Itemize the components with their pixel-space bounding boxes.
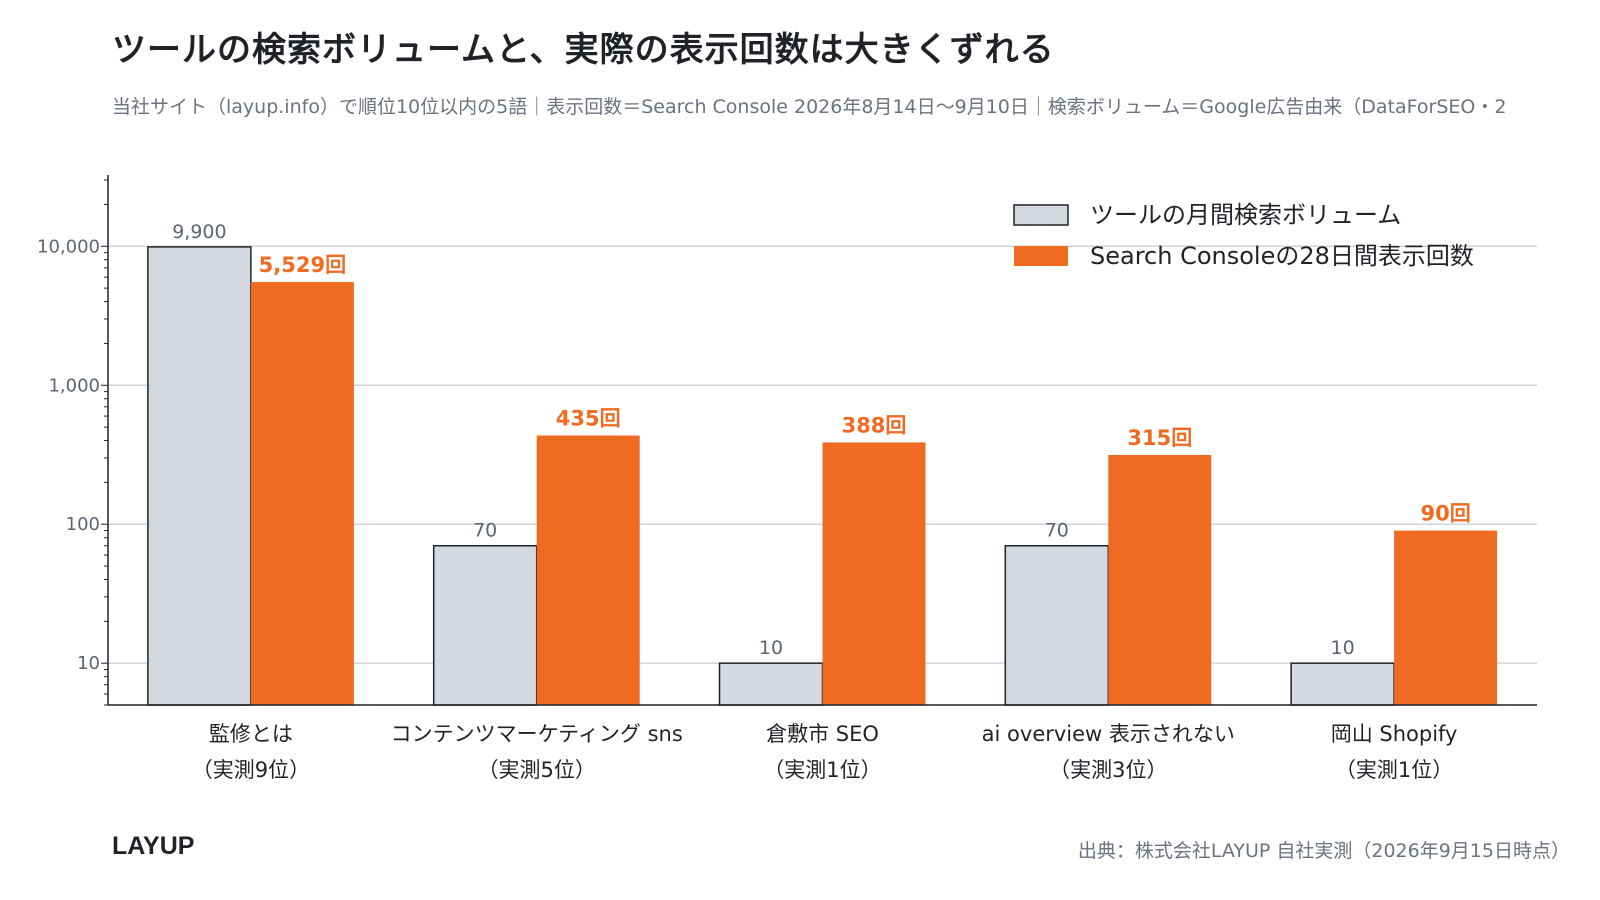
data-label-impressions: 315回 <box>1127 426 1192 450</box>
bar-volume <box>432 544 538 706</box>
bar-volume <box>1290 662 1395 706</box>
bar-impressions <box>822 442 926 705</box>
y-tick-label: 100 <box>66 514 100 535</box>
x-tick-sublabel: （実測1位） <box>1335 758 1453 782</box>
data-label-volume: 10 <box>1331 637 1355 659</box>
x-tick-label: 監修とは <box>209 722 293 746</box>
data-label-volume: 9,900 <box>172 221 226 243</box>
x-tick-sublabel: （実測3位） <box>1049 758 1167 782</box>
brand-logo-text: LAYUP <box>112 832 195 860</box>
chart-title: ツールの検索ボリュームと、実際の表示回数は大きくずれる <box>112 30 1055 70</box>
x-tick-label: ai overview 表示されない <box>982 722 1235 746</box>
data-label-volume: 70 <box>1045 520 1069 542</box>
data-label-impressions: 388回 <box>842 413 907 437</box>
data-label-volume: 10 <box>759 637 783 659</box>
y-tick-label: 10 <box>77 653 100 674</box>
legend-swatch-volume <box>1013 204 1069 226</box>
x-tick-sublabel: （実測1位） <box>763 758 881 782</box>
chart-subtitle: 当社サイト（layup.info）で順位10位以内の5語｜表示回数＝Search… <box>112 96 1507 118</box>
x-tick-label: 倉敷市 SEO <box>766 722 879 746</box>
y-tick-label: 10,000 <box>37 236 100 257</box>
bar-impressions <box>1394 530 1498 705</box>
legend-swatch-impressions <box>1014 246 1068 266</box>
bar-impressions <box>1108 454 1212 705</box>
source-note: 出典：株式会社LAYUP 自社実測（2026年9月15日時点） <box>1077 840 1570 862</box>
bar-impressions <box>250 282 354 705</box>
data-label-impressions: 90回 <box>1420 502 1470 526</box>
x-tick-label: 岡山 Shopify <box>1331 722 1458 746</box>
bar-volume <box>147 246 252 706</box>
x-tick-sublabel: （実測9位） <box>192 758 310 782</box>
legend-label-impressions: Search Consoleの28日間表示回数 <box>1090 242 1474 270</box>
legend-label-volume: ツールの月間検索ボリューム <box>1090 201 1401 229</box>
data-label-impressions: 5,529回 <box>259 253 346 277</box>
bar-volume <box>718 662 824 706</box>
bar-impressions <box>536 435 640 705</box>
x-tick-sublabel: （実測5位） <box>478 758 596 782</box>
data-label-impressions: 435回 <box>556 406 621 430</box>
data-label-volume: 70 <box>473 520 497 542</box>
x-tick-label: コンテンツマーケティング sns <box>391 722 683 746</box>
bar-volume <box>1004 544 1110 706</box>
y-tick-label: 1,000 <box>48 375 100 396</box>
